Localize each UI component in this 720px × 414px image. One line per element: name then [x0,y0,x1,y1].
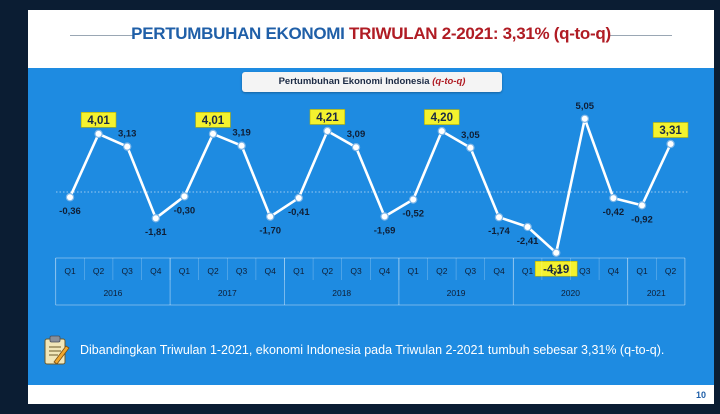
data-point [409,195,418,204]
slide-title-part2: TRIWULAN 2-2021: 3,31% (q-to-q) [349,24,611,43]
value-label: -4,19 [543,264,569,276]
value-label: -1,81 [145,227,167,238]
value-label-highlight [534,260,578,277]
x-tick-quarter: Q2 [551,266,563,276]
x-tick-quarter: Q3 [350,266,362,276]
x-tick-quarter: Q1 [179,266,191,276]
data-point [580,114,590,123]
data-point [94,129,103,139]
value-label: 3,13 [118,129,137,140]
value-label: -0,92 [631,214,653,225]
x-tick-quarter: Q2 [665,266,677,276]
x-tick-quarter: Q3 [465,266,477,276]
data-point [494,213,504,222]
x-tick-year: 2020 [561,288,580,298]
x-tick-quarter: Q2 [207,266,219,276]
data-point [609,193,618,203]
x-tick-quarter: Q2 [436,266,448,276]
data-point [237,141,246,150]
note-row: Dibandingkan Triwulan 1-2021, ekonomi In… [40,330,704,370]
data-point [351,142,361,152]
growth-line-chart: -0,36 4,01 3,13 -1,81 -0,30 4,01 3,19 -1,70 -0,4… [55,101,689,306]
value-label-highlight [195,112,231,128]
chart-subtitle: Pertumbuhan Ekonomi Indonesia (q-to-q) [242,72,502,92]
value-label: -1,69 [374,226,396,237]
data-point [294,193,303,203]
x-tick-quarter: Q1 [293,266,305,276]
x-tick-quarter: Q4 [265,266,277,276]
chart-subtitle-main: Pertumbuhan Ekonomi Indonesia [278,76,430,87]
note-text: Dibandingkan Triwulan 1-2021, ekonomi In… [80,343,665,357]
x-tick-year: 2016 [103,288,122,298]
value-label: -2,41 [517,236,539,247]
x-tick-quarter: Q2 [322,266,334,276]
x-tick-quarter: Q1 [64,266,76,276]
value-label: 4,21 [316,112,339,124]
data-point [437,126,446,136]
x-tick-year: 2017 [218,288,237,298]
data-point [151,214,161,223]
value-label: 3,19 [232,128,251,139]
value-label: -0,52 [402,209,424,220]
value-label-highlight [309,109,346,125]
x-tick-quarter: Q4 [493,266,505,276]
value-label-highlight [652,122,689,138]
value-label: -1,74 [488,226,510,237]
data-point [180,192,189,201]
data-point [122,142,132,151]
x-tick-year: 2021 [647,288,666,298]
value-label: 3,09 [347,129,366,140]
data-point [637,201,647,210]
value-label: 4,20 [431,112,453,124]
slide-title-part1: PERTUMBUHAN EKONOMI [131,24,345,43]
value-label: 3,31 [659,125,682,137]
clipboard-icon [44,335,70,365]
series-line [68,117,672,255]
value-label: -0,30 [174,205,196,216]
x-tick-quarter: Q1 [522,266,534,276]
chart-panel: Pertumbuhan Ekonomi Indonesia (q-to-q) -… [28,68,714,385]
x-tick-quarter: Q1 [408,266,420,276]
x-tick-quarter: Q3 [579,266,591,276]
value-label: 5,05 [576,101,595,112]
value-label-highlight [80,112,117,128]
slide: PERTUMBUHAN EKONOMI TRIWULAN 2-2021: 3,3… [28,10,714,404]
value-label-highlight [424,109,460,125]
value-label: 3,05 [461,130,480,141]
x-tick-quarter: Q1 [636,266,648,276]
title-rule-right [608,35,672,36]
value-label: -0,41 [288,207,310,218]
value-label: -1,70 [259,226,281,237]
title-rule-left [70,35,134,36]
x-tick-quarter: Q4 [608,266,620,276]
page-number: 10 [695,390,706,400]
x-tick-quarter: Q3 [236,266,248,276]
value-label: 4,01 [87,115,110,127]
x-tick-quarter: Q4 [379,266,391,276]
x-tick-quarter: Q4 [150,266,162,276]
data-point [380,212,389,221]
slide-title: PERTUMBUHAN EKONOMI TRIWULAN 2-2021: 3,3… [28,24,714,44]
data-point [666,139,675,149]
x-tick-quarter: Q2 [93,266,105,276]
data-point [466,143,475,152]
value-label: -0,42 [603,207,625,218]
data-point [208,129,218,139]
data-point [65,193,75,202]
data-point [523,222,532,232]
chart-subtitle-qtq: (q-to-q) [432,76,466,87]
x-tick-quarter: Q3 [122,266,134,276]
x-tick-year: 2019 [447,288,466,298]
data-point [552,248,561,257]
data-point [265,212,275,221]
value-label: 4,01 [202,115,225,127]
value-label: -0,36 [59,206,81,217]
data-point [323,126,332,136]
x-tick-year: 2018 [332,288,351,298]
